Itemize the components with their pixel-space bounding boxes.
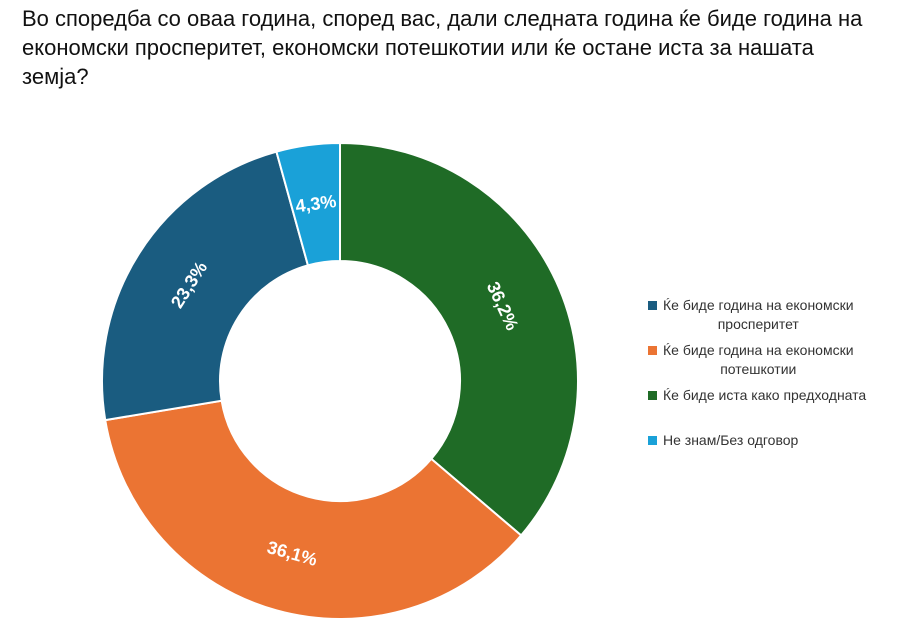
slice-same	[339, 141, 579, 537]
legend-label: Ќе биде година на економски	[663, 297, 854, 313]
legend-item-dont-know: Не знам/Без одговор	[648, 431, 898, 450]
legend-label-line2: потешкотии	[720, 361, 797, 377]
legend-item-difficulties: Ќе биде година на економски потешкотии	[648, 341, 898, 379]
slice-difficulties	[104, 399, 523, 620]
slice-dont-know	[275, 141, 341, 267]
legend-label: Не знам/Без одговор	[663, 432, 799, 448]
donut-slices	[101, 141, 579, 620]
legend-swatch	[648, 346, 657, 355]
legend-label-line2: просперитет	[717, 316, 799, 332]
legend-swatch	[648, 301, 657, 310]
legend-swatch	[648, 391, 657, 400]
slice-prosperity	[101, 150, 310, 422]
legend-swatch	[648, 436, 657, 445]
chart-legend: Ќе биде година на економски просперитет …	[648, 296, 898, 476]
legend-label: Ќе биде иста како предходната	[663, 387, 867, 403]
legend-label: Ќе биде година на економски	[663, 342, 854, 358]
chart-title: Во споредба со оваа година, според вас, …	[22, 6, 863, 89]
legend-item-prosperity: Ќе биде година на економски просперитет	[648, 296, 898, 334]
legend-item-same: Ќе биде иста како предходната	[648, 386, 898, 405]
